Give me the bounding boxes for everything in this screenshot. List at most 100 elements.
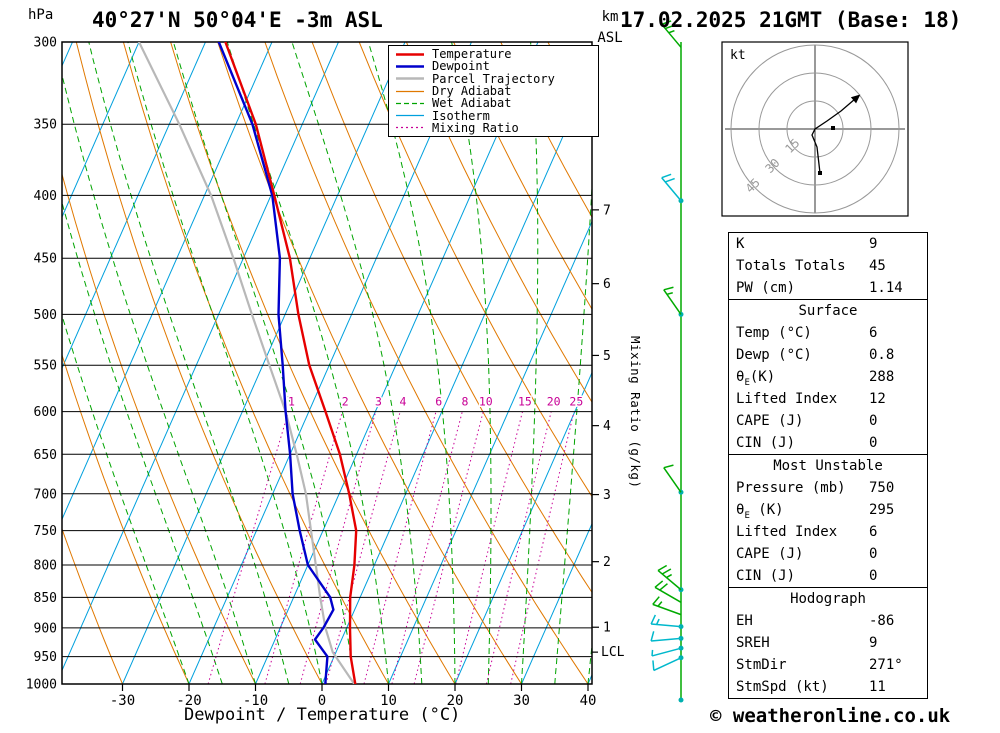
svg-text:700: 700: [34, 487, 57, 502]
stat-label: CIN (J): [736, 435, 796, 451]
stat-label: CAPE (J): [736, 413, 804, 429]
wind-level-dot: [678, 697, 684, 703]
svg-text:4: 4: [603, 419, 611, 434]
stat-label: CAPE (J): [736, 546, 804, 562]
stat-label: StmSpd (kt): [736, 679, 829, 695]
svg-text:900: 900: [34, 621, 57, 636]
svg-text:5: 5: [603, 349, 611, 364]
legend-line-swatch: [396, 102, 424, 104]
wind-barb: [650, 631, 682, 642]
stat-row-cape-j: CAPE (J) 0: [729, 410, 927, 432]
stat-value: 0: [869, 546, 878, 562]
legend-line-swatch: [396, 52, 424, 56]
svg-text:20: 20: [547, 395, 561, 409]
svg-text:400: 400: [34, 189, 57, 204]
stats-section-indices: K 9 Totals Totals 45 PW (cm) 1.14: [729, 233, 927, 299]
svg-text:2: 2: [342, 395, 349, 409]
mixing-ratio-lines: [207, 411, 575, 684]
svg-text:3: 3: [603, 488, 611, 503]
temperature-curve: [224, 42, 358, 684]
svg-text:300: 300: [34, 36, 57, 51]
stat-row-lifted-index: Lifted Index 12: [729, 388, 927, 410]
wind-barb: [652, 657, 682, 672]
parcel-trajectory-curve: [137, 42, 356, 684]
wind-barb: [661, 20, 682, 48]
stat-label: Lifted Index: [736, 391, 838, 407]
legend-item-parcel-trajectory: Parcel Trajectory: [394, 73, 598, 85]
chart-legend: Temperature Dewpoint Parcel Trajectory Dry …: [388, 45, 599, 138]
hodograph-ring: [758, 72, 872, 186]
legend-line-swatch: [396, 65, 424, 68]
stat-value: 6: [869, 524, 878, 540]
stats-section-header: Most Unstable: [773, 458, 883, 474]
legend-label: Wet Adiabat: [432, 96, 512, 111]
plot-frame: [61, 41, 593, 685]
svg-text:1000: 1000: [26, 678, 57, 693]
datetime-label: 17.02.2025 21GMT (Base: 18): [620, 8, 962, 32]
svg-text:-20: -20: [176, 693, 201, 709]
stat-value: -86: [869, 613, 895, 629]
wind-barb: [650, 614, 682, 628]
stat-value: 0: [869, 568, 878, 584]
legend-line-swatch: [396, 127, 424, 129]
stat-value: 288: [869, 369, 895, 385]
legend-item-dry-adiabat: Dry Adiabat: [394, 85, 598, 97]
svg-text:850: 850: [34, 591, 57, 606]
svg-text:-30: -30: [110, 693, 135, 709]
stat-value: 750: [869, 480, 895, 496]
wind-barb: [651, 647, 682, 657]
stat-label: K: [736, 236, 745, 252]
legend-line-swatch: [396, 77, 424, 80]
stat-value: 9: [869, 635, 878, 651]
stat-value: 12: [869, 391, 886, 407]
copyright: © weatheronline.co.uk: [710, 705, 951, 727]
stat-row-lifted-index: Lifted Index 6: [729, 521, 927, 543]
stats-section-surface: Surface Temp (°C) 6 Dewp (°C) 0.8 θE(K) 288 Lif…: [729, 299, 927, 454]
pressure-unit-label: hPa: [28, 7, 54, 23]
legend-label: Isotherm: [432, 108, 490, 123]
temperature-axis: -30 -20 -10 0 10 20 30 40: [110, 684, 596, 709]
hodograph-arrowhead: [850, 94, 861, 104]
stat-row-eh: EH -86: [729, 610, 927, 632]
svg-text:10: 10: [479, 395, 493, 409]
stats-section-header: Surface: [798, 303, 858, 319]
stat-label: CIN (J): [736, 568, 796, 584]
temperature-axis-title: Dewpoint / Temperature (°C): [184, 705, 461, 725]
svg-text:15: 15: [518, 395, 532, 409]
svg-text:1: 1: [603, 621, 611, 636]
stat-value: 9: [869, 236, 878, 252]
legend-line-swatch: [396, 90, 424, 92]
stat-value: 11: [869, 679, 886, 695]
svg-text:4: 4: [399, 395, 406, 409]
svg-text:30: 30: [513, 693, 530, 709]
stat-row-stmspd-kt: StmSpd (kt) 11: [729, 676, 927, 698]
svg-text:1: 1: [288, 395, 295, 409]
dewpoint-curve: [217, 42, 335, 684]
svg-text:650: 650: [34, 448, 57, 463]
legend-label: Parcel Trajectory: [432, 71, 555, 86]
wind-barb: [657, 564, 682, 591]
stat-value: 295: [869, 502, 895, 518]
stat-label: θE(K): [736, 369, 776, 388]
svg-text:750: 750: [34, 524, 57, 539]
stat-row-e-k: θE (K) 295: [729, 499, 927, 521]
mixing-ratio-axis-label: Mixing Ratio (g/kg): [628, 336, 643, 489]
legend-label: Mixing Ratio: [432, 120, 519, 135]
stat-value: 0: [869, 435, 878, 451]
stat-label: PW (cm): [736, 280, 796, 296]
svg-text:950: 950: [34, 650, 57, 665]
stat-label: EH: [736, 613, 753, 629]
svg-text:10: 10: [380, 693, 397, 709]
svg-text:8: 8: [461, 395, 468, 409]
svg-text:500: 500: [34, 308, 57, 323]
stat-row-cin-j: CIN (J) 0: [729, 565, 927, 587]
stat-label: Temp (°C): [736, 325, 812, 341]
stat-value: 0.8: [869, 347, 895, 363]
svg-text:600: 600: [34, 405, 57, 420]
wind-barb: [663, 464, 682, 493]
legend-item-dewpoint: Dewpoint: [394, 60, 598, 72]
station-title: 40°27'N 50°04'E -3m ASL: [92, 8, 383, 32]
sounding-curves: [137, 42, 358, 684]
